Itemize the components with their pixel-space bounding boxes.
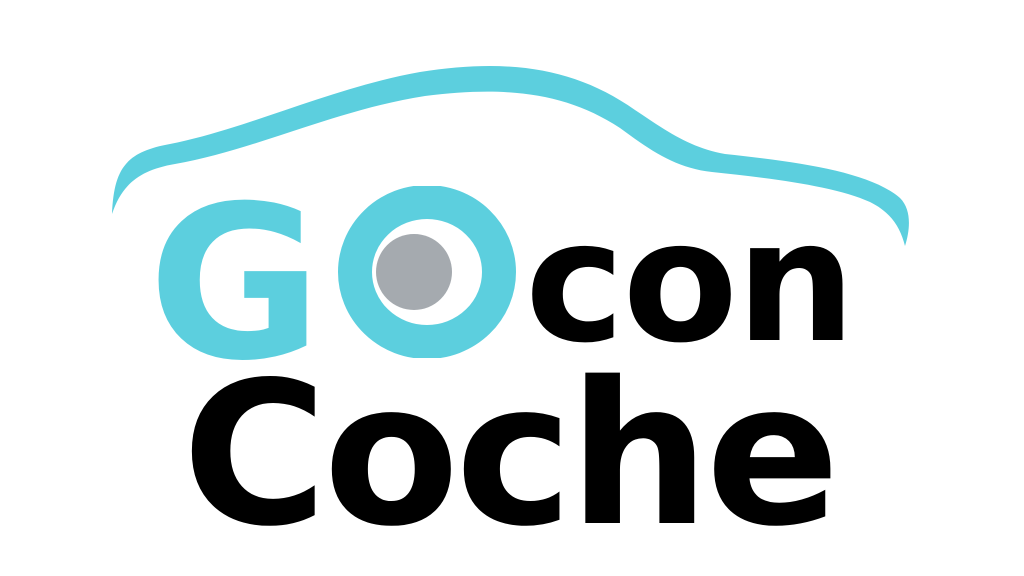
- logo-coche: Coche: [182, 339, 840, 570]
- logo-go-o: O: [338, 186, 516, 358]
- logo-go-g: G: [148, 160, 322, 407]
- car-roof-shape: [112, 66, 909, 246]
- lens-dot-icon: [376, 234, 452, 310]
- go-o-ring: [338, 186, 516, 358]
- logo-con: con: [525, 184, 856, 380]
